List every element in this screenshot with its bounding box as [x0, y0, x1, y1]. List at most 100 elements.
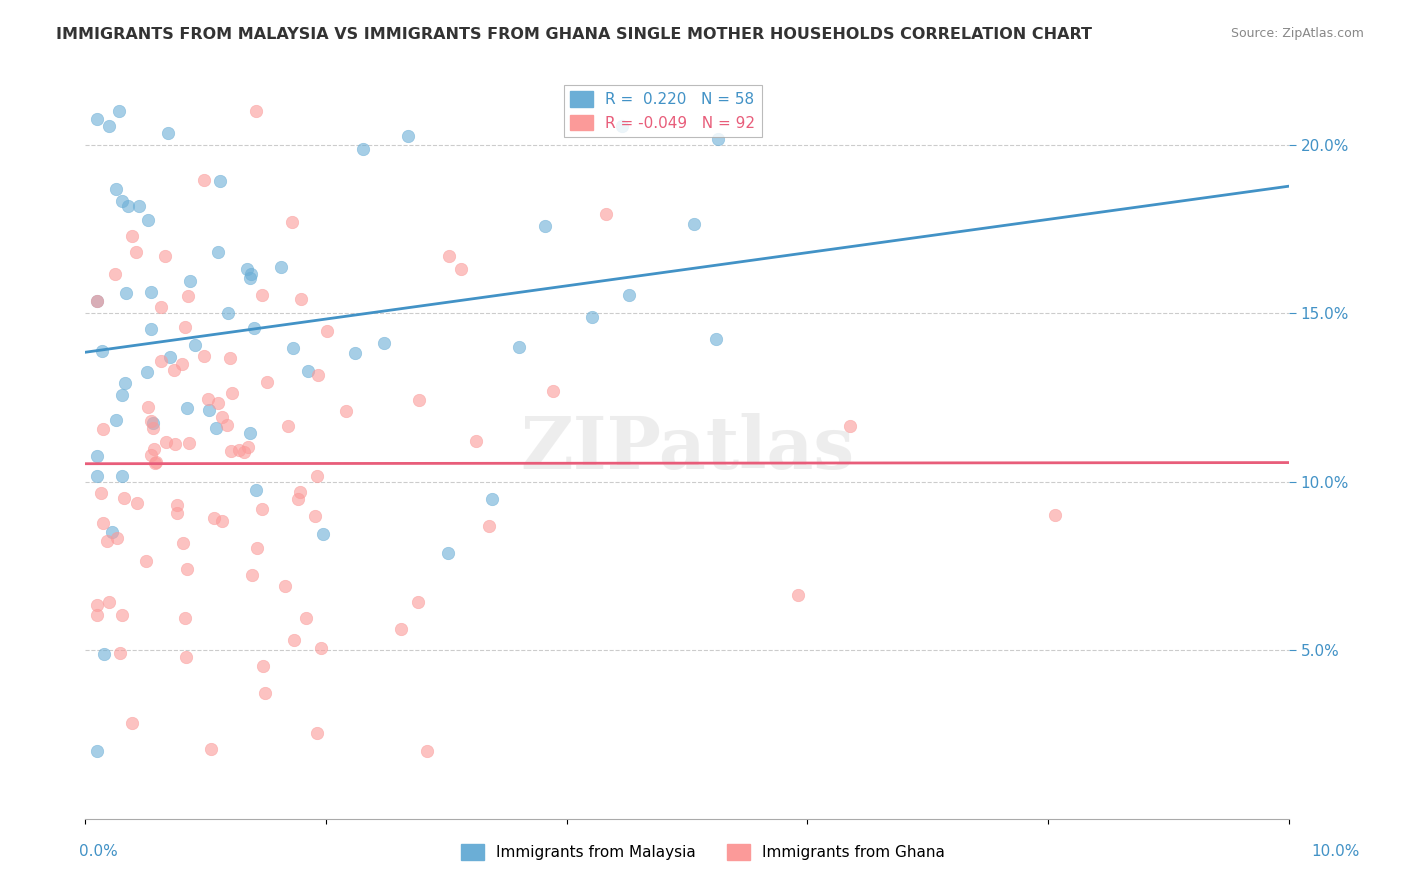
Point	[104, 182, 127, 196]
Point	[101, 524, 124, 539]
Point	[304, 509, 326, 524]
Point	[136, 400, 159, 414]
Point	[150, 354, 173, 368]
Point	[1043, 508, 1066, 522]
Point	[481, 491, 503, 506]
Point	[307, 725, 329, 739]
Point	[450, 262, 472, 277]
Point	[142, 420, 165, 434]
Point	[211, 409, 233, 424]
Point	[125, 244, 148, 259]
Point	[208, 174, 231, 188]
Point	[193, 349, 215, 363]
Point	[174, 650, 197, 665]
Text: IMMIGRANTS FROM MALAYSIA VS IMMIGRANTS FROM GHANA SINGLE MOTHER HOUSEHOLDS CORRE: IMMIGRANTS FROM MALAYSIA VS IMMIGRANTS F…	[56, 27, 1092, 42]
Point	[294, 610, 316, 624]
Point	[396, 129, 419, 144]
Point	[179, 274, 201, 288]
Point	[219, 443, 242, 458]
Point	[155, 434, 177, 449]
Point	[250, 501, 273, 516]
Point	[108, 646, 131, 660]
Point	[233, 445, 256, 459]
Point	[610, 119, 633, 133]
Point	[166, 498, 188, 512]
Point	[170, 357, 193, 371]
Point	[114, 285, 136, 300]
Text: Source: ZipAtlas.com: Source: ZipAtlas.com	[1230, 27, 1364, 40]
Point	[252, 659, 274, 673]
Point	[93, 647, 115, 661]
Point	[704, 333, 727, 347]
Point	[86, 112, 108, 127]
Point	[202, 510, 225, 524]
Point	[86, 293, 108, 308]
Text: ZIPatlas: ZIPatlas	[520, 412, 853, 483]
Legend: Immigrants from Malaysia, Immigrants from Ghana: Immigrants from Malaysia, Immigrants fro…	[456, 838, 950, 866]
Point	[121, 228, 143, 243]
Point	[145, 454, 167, 468]
Point	[111, 388, 134, 402]
Point	[91, 516, 114, 530]
Point	[86, 608, 108, 623]
Point	[174, 320, 197, 334]
Point	[307, 368, 329, 382]
Point	[534, 219, 557, 234]
Point	[839, 419, 862, 434]
Point	[277, 418, 299, 433]
Point	[112, 491, 135, 505]
Point	[217, 417, 239, 432]
Point	[682, 217, 704, 231]
Point	[309, 641, 332, 656]
Point	[117, 198, 139, 212]
Point	[352, 142, 374, 156]
Point	[581, 310, 603, 324]
Point	[200, 741, 222, 756]
Point	[86, 598, 108, 612]
Point	[150, 301, 173, 315]
Point	[105, 531, 128, 545]
Point	[236, 262, 259, 277]
Point	[283, 632, 305, 647]
Point	[508, 340, 530, 354]
Point	[86, 449, 108, 463]
Point	[121, 715, 143, 730]
Point	[617, 288, 640, 302]
Point	[104, 412, 127, 426]
Point	[408, 393, 430, 408]
Point	[111, 194, 134, 208]
Point	[246, 541, 269, 556]
Point	[280, 215, 302, 229]
Point	[179, 435, 201, 450]
Point	[283, 342, 305, 356]
Point	[96, 533, 118, 548]
Point	[252, 288, 274, 302]
Point	[86, 293, 108, 308]
Point	[177, 289, 200, 303]
Point	[240, 267, 263, 281]
Point	[97, 595, 120, 609]
Point	[207, 244, 229, 259]
Point	[90, 486, 112, 500]
Point	[595, 207, 617, 221]
Point	[437, 249, 460, 263]
Point	[270, 260, 292, 275]
Point	[97, 120, 120, 134]
Point	[111, 607, 134, 622]
Point	[197, 403, 219, 417]
Point	[787, 588, 810, 602]
Point	[343, 346, 366, 360]
Point	[165, 437, 187, 451]
Point	[335, 404, 357, 418]
Legend: R =  0.220   N = 58, R = -0.049   N = 92: R = 0.220 N = 58, R = -0.049 N = 92	[564, 85, 762, 136]
Point	[239, 271, 262, 285]
Point	[193, 172, 215, 186]
Point	[207, 396, 229, 410]
Point	[305, 469, 328, 483]
Point	[238, 440, 260, 454]
Point	[312, 527, 335, 541]
Point	[86, 744, 108, 758]
Point	[228, 442, 250, 457]
Point	[110, 469, 132, 483]
Point	[287, 491, 309, 506]
